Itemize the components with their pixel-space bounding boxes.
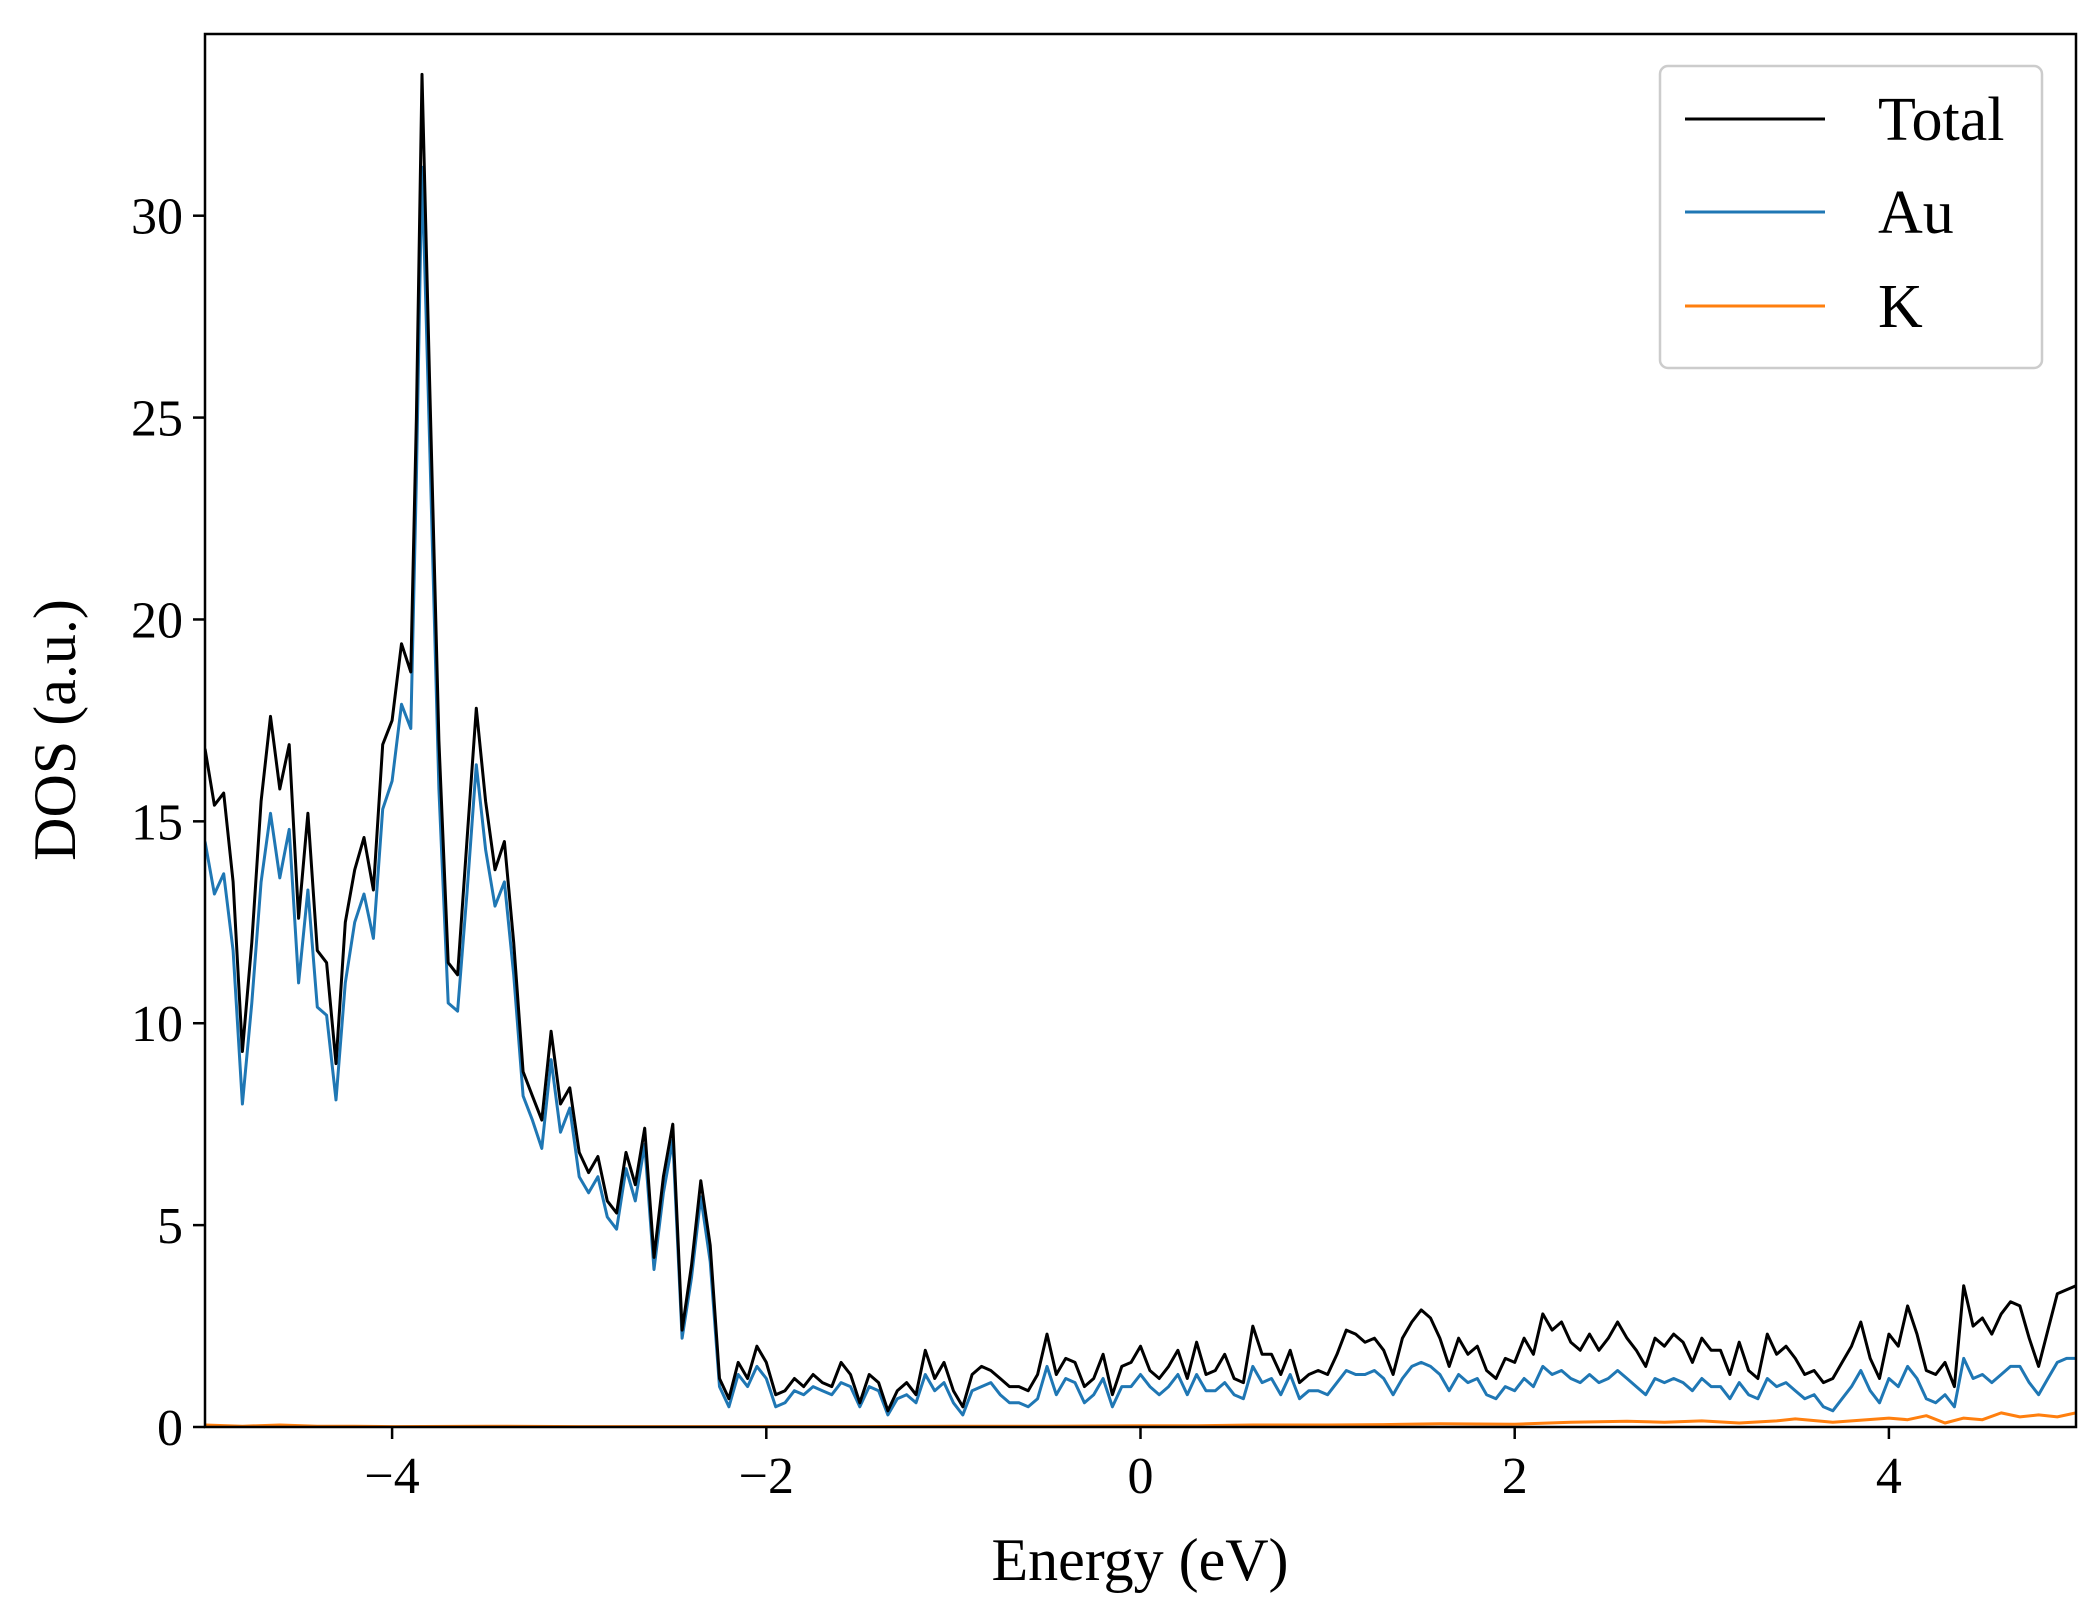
y-tick-label: 30 (131, 189, 183, 246)
y-tick-label: 20 (131, 592, 183, 649)
y-tick-label: 0 (157, 1400, 183, 1457)
x-tick-label: −2 (739, 1448, 794, 1505)
y-tick-label: 10 (131, 996, 183, 1053)
series-line-k (205, 1411, 2076, 1427)
y-tick-label: 5 (157, 1198, 183, 1255)
legend-label-total: Total (1878, 86, 2005, 154)
x-tick-label: 2 (1502, 1448, 1528, 1505)
legend: Total Au K (1658, 64, 2044, 370)
x-tick-label: 0 (1128, 1448, 1154, 1505)
legend-box (1658, 64, 2044, 370)
y-axis-label: DOS (a.u.) (22, 599, 88, 861)
series-line-total (205, 72, 2076, 1413)
ticks-layer: −4 −2 0 2 4 0 5 10 15 20 25 30 (131, 189, 1902, 1505)
legend-label-k: K (1878, 273, 1923, 341)
legend-label-au: Au (1878, 179, 1954, 247)
x-tick-label: −4 (364, 1448, 419, 1505)
series-line-au (205, 165, 2076, 1417)
x-axis-label: Energy (eV) (991, 1527, 1288, 1593)
y-tick-label: 25 (131, 391, 183, 448)
y-tick-label: 15 (131, 794, 183, 851)
x-tick-label: 4 (1876, 1448, 1902, 1505)
